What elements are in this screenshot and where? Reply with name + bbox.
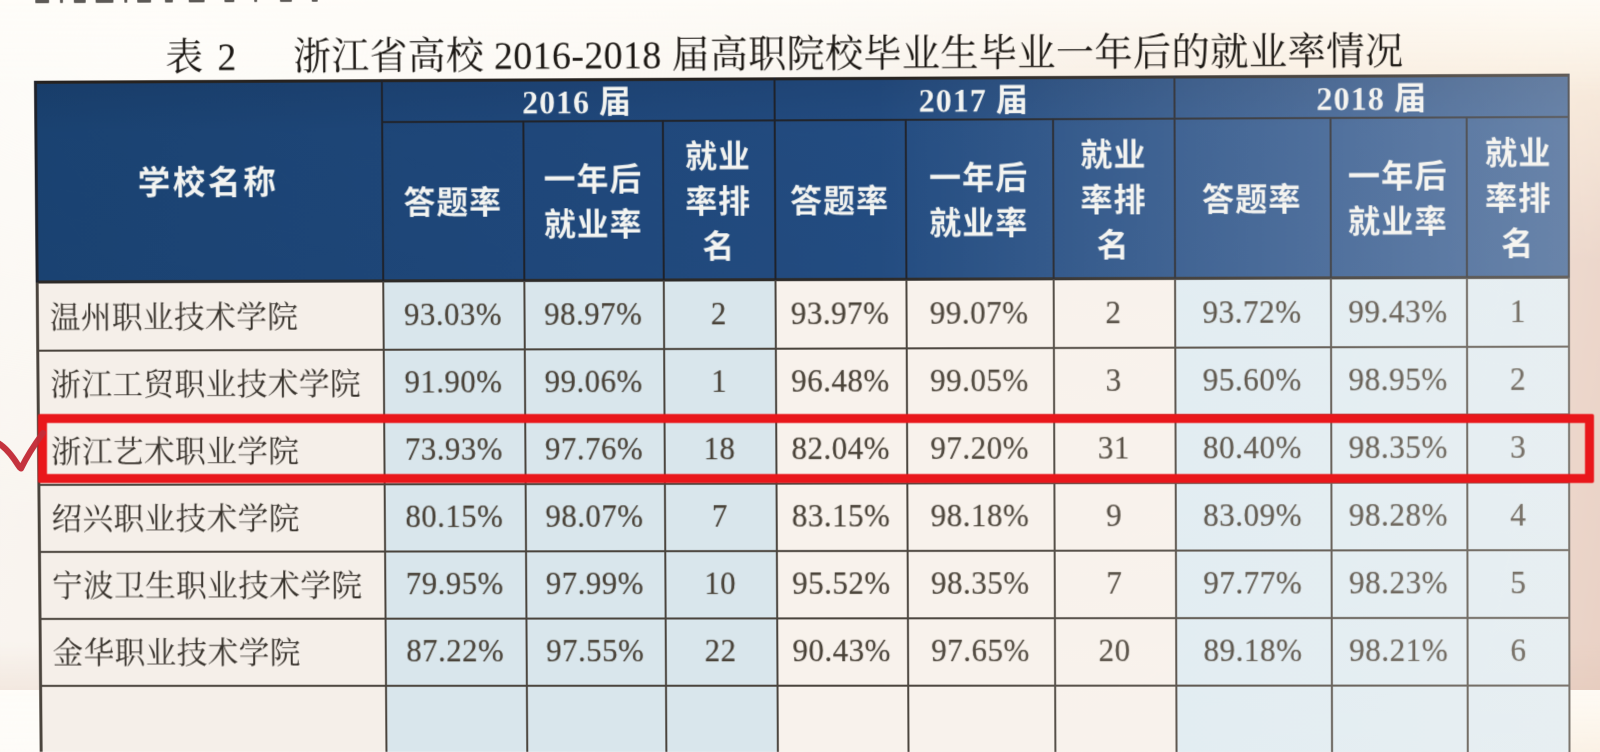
data-cell: 97.99% [525, 550, 665, 617]
data-cell: 95.60% [1174, 346, 1330, 414]
sub-column-header [1174, 117, 1330, 279]
text-fragment-mark [165, 0, 173, 3]
sub-column-header [905, 118, 1053, 280]
red-checkmark-icon [0, 424, 52, 480]
data-cell: 79.95% [384, 550, 525, 617]
sub-column-header [1330, 116, 1466, 278]
data-cell: 99.05% [906, 347, 1053, 415]
data-cell: 2 [1466, 346, 1570, 414]
data-cell: 83.15% [776, 482, 907, 550]
data-cell: 20 [1054, 617, 1175, 685]
table-caption-text [293, 30, 1404, 74]
highlight-red-rectangle [38, 414, 1594, 483]
data-cell: 5 [1466, 549, 1570, 617]
data-cell: 87.22% [385, 618, 526, 685]
school-name-cell [38, 550, 398, 617]
data-cell: 98.97% [523, 281, 663, 349]
data-cell: 98.35% [907, 550, 1054, 618]
data-cell: 3 [1053, 347, 1175, 415]
photographed-document-page: { "document": { "title_label": "表 2", "t… [0, 0, 1600, 690]
grid-line [1466, 116, 1468, 278]
sub-column-header [1052, 118, 1174, 280]
table-caption [165, 30, 1404, 81]
text-fragment-mark [189, 0, 205, 2]
sub-column-header [381, 120, 523, 281]
data-cell: 98.21% [1331, 617, 1467, 685]
data-cell: 2 [1053, 279, 1175, 347]
data-cell: 98.95% [1330, 346, 1466, 414]
data-cell: 99.43% [1330, 278, 1466, 346]
text-fragment-mark [137, 0, 151, 3]
school-column-header [34, 79, 382, 282]
school-name-cell [39, 618, 399, 685]
text-fragment-mark [312, 0, 318, 2]
table-caption-label [165, 36, 239, 75]
data-cell: 95.52% [776, 550, 907, 618]
data-cell: 98.07% [525, 483, 665, 551]
sub-column-header [1466, 116, 1570, 278]
data-cell: 6 [1467, 617, 1571, 685]
data-cell: 99.07% [905, 279, 1052, 347]
text-fragment-mark [74, 0, 86, 3]
text-fragment-mark [280, 0, 292, 2]
data-cell: 22 [665, 617, 777, 684]
data-cell: 97.77% [1175, 549, 1331, 617]
grid-line [39, 685, 1570, 687]
text-fragment-mark [96, 0, 114, 3]
sub-column-header [662, 119, 775, 280]
data-cell: 1 [1466, 278, 1570, 346]
school-name-cell [36, 349, 397, 417]
data-cell: 93.97% [775, 280, 906, 348]
data-cell: 2 [663, 280, 775, 348]
data-cell: 97.65% [907, 617, 1054, 684]
data-cell: 1 [663, 348, 775, 416]
data-cell: 90.43% [776, 617, 907, 684]
school-name-cell [36, 281, 397, 349]
grid-line [1567, 74, 1570, 278]
school-name-cell [37, 483, 398, 551]
data-cell: 91.90% [383, 348, 524, 416]
text-fragment-mark [224, 0, 234, 2]
data-cell: 97.55% [525, 617, 665, 684]
sub-column-header [522, 120, 662, 281]
data-cell: 98.28% [1330, 481, 1466, 549]
grid-line [1330, 117, 1332, 278]
data-cell: 99.06% [524, 348, 664, 416]
year-group-header [773, 75, 1173, 121]
data-cell: 9 [1053, 482, 1175, 550]
data-cell: 7 [1054, 550, 1175, 618]
data-cell: 93.03% [382, 281, 524, 349]
data-cell: 89.18% [1175, 617, 1331, 685]
data-cell: 7 [664, 483, 776, 551]
data-cell: 98.23% [1331, 549, 1467, 617]
text-fragment-mark [60, 0, 63, 3]
data-cell: 96.48% [775, 347, 906, 415]
sub-column-header [774, 119, 906, 280]
grid-line [1567, 278, 1570, 752]
data-cell: 4 [1466, 481, 1570, 549]
clipped-previous-line-fragments [30, 0, 327, 3]
year-group-header [1173, 74, 1569, 120]
data-cell: 80.15% [384, 483, 525, 550]
text-fragment-mark [35, 0, 49, 3]
text-fragment-mark [254, 0, 257, 2]
text-fragment-mark [124, 0, 127, 3]
data-cell: 10 [664, 550, 776, 617]
data-cell: 83.09% [1175, 482, 1331, 550]
data-cell: 93.72% [1174, 278, 1330, 346]
year-group-header [381, 77, 774, 123]
data-cell: 98.18% [906, 482, 1053, 550]
